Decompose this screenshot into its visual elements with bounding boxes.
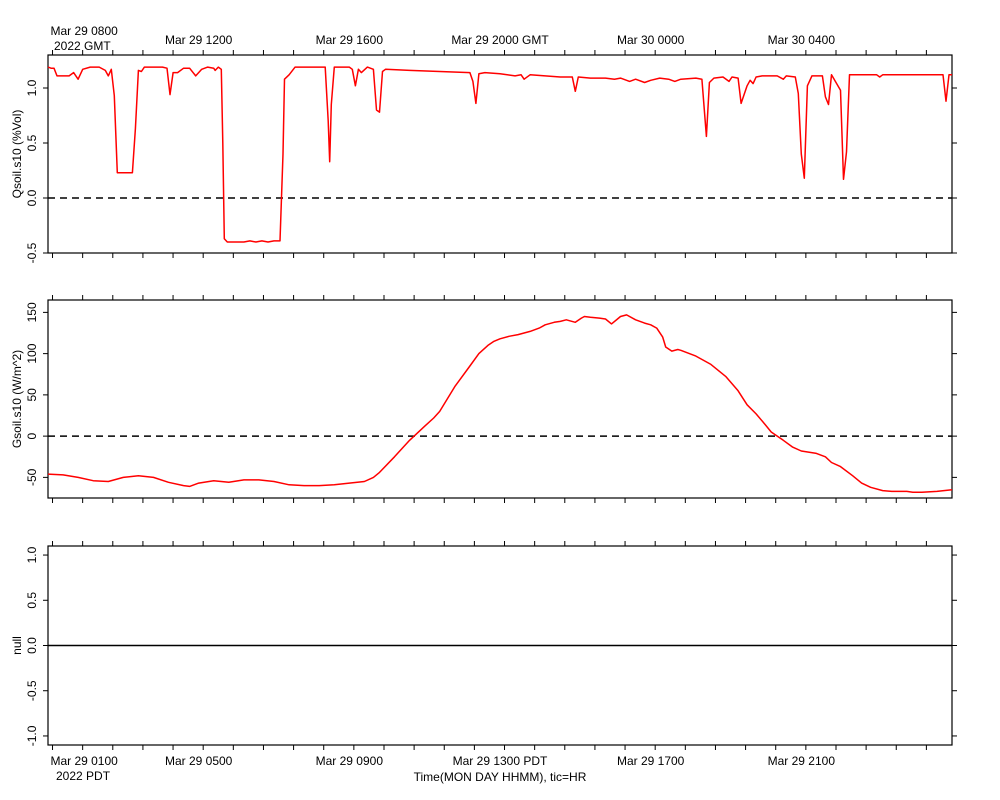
bottom-time-label-year: 2022 PDT bbox=[56, 769, 111, 783]
top-time-label: Mar 29 0800 bbox=[50, 24, 118, 38]
top-time-label: Mar 29 1200 bbox=[165, 33, 233, 47]
top-time-label: Mar 29 1600 bbox=[316, 33, 384, 47]
panel-null: 1.0 0.5 0.0 -0.5 -1.0 null bbox=[10, 541, 957, 750]
bottom-time-label: Mar 29 1300 PDT bbox=[453, 754, 548, 768]
y-tick-label: 0.0 bbox=[25, 189, 39, 206]
y-tick-label: 0.5 bbox=[25, 134, 39, 151]
panel-qsoil: 1.0 0.5 0.0 -0.5 Qsoil.s10 (%Vol) bbox=[10, 50, 957, 263]
y-tick-label: -0.5 bbox=[25, 680, 39, 701]
top-time-label-year: 2022 GMT bbox=[54, 39, 111, 53]
top-time-label: Mar 30 0400 bbox=[768, 33, 836, 47]
bottom-time-label: Mar 29 0100 bbox=[50, 754, 118, 768]
y-tick-label: 50 bbox=[25, 388, 39, 402]
bottom-time-label: Mar 29 1700 bbox=[617, 754, 685, 768]
y-tick-label: 0.0 bbox=[25, 637, 39, 654]
y-tick-label: -50 bbox=[25, 468, 39, 486]
y-tick-label: -0.5 bbox=[25, 242, 39, 263]
y-tick-label: 150 bbox=[25, 302, 39, 322]
y-axis-title-qsoil: Qsoil.s10 (%Vol) bbox=[10, 110, 24, 199]
series-line-qsoil bbox=[47, 66, 952, 243]
series-line-gsoil bbox=[47, 314, 953, 493]
top-time-label: Mar 30 0000 bbox=[617, 33, 685, 47]
y-tick-label: 0.5 bbox=[25, 592, 39, 609]
y-tick-label: 1.0 bbox=[25, 79, 39, 96]
plot-frame bbox=[47, 299, 953, 499]
y-tick-label: 100 bbox=[25, 343, 39, 363]
panel-gsoil: 150 100 50 0 -50 Gsoil.s10 (W/m^2) bbox=[10, 295, 957, 503]
y-axis-title-gsoil: Gsoil.s10 (W/m^2) bbox=[10, 350, 24, 448]
bottom-time-label: Mar 29 0500 bbox=[165, 754, 233, 768]
plot-frame bbox=[47, 54, 953, 254]
bottom-time-label: Mar 29 0900 bbox=[316, 754, 384, 768]
y-tick-label: 0 bbox=[25, 432, 39, 439]
bottom-time-label: Mar 29 2100 bbox=[768, 754, 836, 768]
y-tick-label: -1.0 bbox=[25, 725, 39, 746]
top-time-label: Mar 29 2000 GMT bbox=[451, 33, 549, 47]
y-axis-title-null: null bbox=[10, 636, 24, 655]
x-axis-title: Time(MON DAY HHMM), tic=HR bbox=[414, 770, 587, 784]
y-tick-label: 1.0 bbox=[25, 546, 39, 563]
